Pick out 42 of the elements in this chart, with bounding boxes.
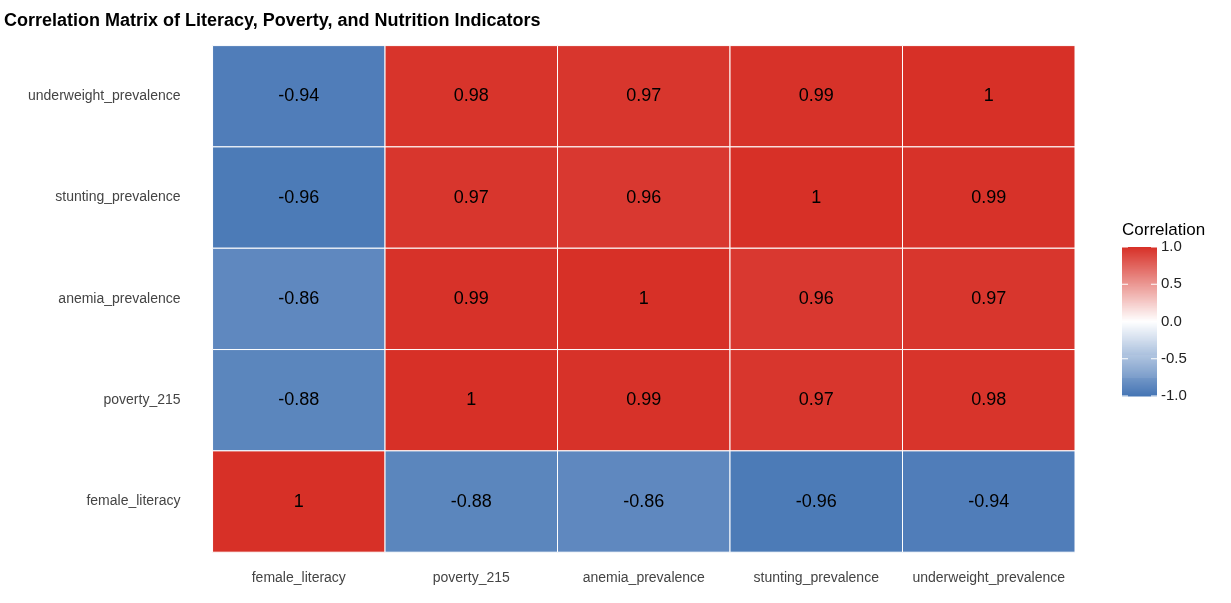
data-label: 0.99 bbox=[971, 186, 1007, 207]
data-label: 0.99 bbox=[626, 389, 662, 410]
x-tick-label: poverty_215 bbox=[432, 569, 511, 586]
data-label: 0.96 bbox=[626, 186, 662, 207]
x-tick-label: female_literacy bbox=[251, 569, 346, 586]
color-bar-label: -1.0 bbox=[1161, 386, 1187, 404]
data-label: 0.97 bbox=[798, 389, 834, 410]
data-label: -0.88 bbox=[450, 490, 492, 511]
data-label: -0.88 bbox=[278, 389, 320, 410]
chart-title: Correlation Matrix of Literacy, Poverty, and Nutrition Indicators bbox=[4, 9, 541, 30]
y-tick-label: stunting_prevalence bbox=[55, 188, 181, 205]
x-tick-label: stunting_prevalence bbox=[753, 569, 880, 586]
data-label: 0.96 bbox=[798, 287, 834, 308]
y-tick-label: underweight_prevalence bbox=[27, 87, 181, 104]
data-label: -0.96 bbox=[795, 490, 837, 511]
y-tick-label: female_literacy bbox=[86, 492, 181, 509]
data-label: -0.96 bbox=[278, 186, 320, 207]
color-bar-label: -0.5 bbox=[1161, 348, 1187, 366]
data-label: -0.94 bbox=[968, 490, 1010, 511]
color-bar-title: Correlation bbox=[1122, 220, 1206, 239]
data-label: -0.86 bbox=[623, 490, 665, 511]
data-label: 0.97 bbox=[626, 85, 662, 106]
data-label: 0.99 bbox=[453, 287, 489, 308]
color-bar-label: 0.5 bbox=[1161, 274, 1182, 292]
data-label: -0.86 bbox=[278, 287, 320, 308]
data-label: 0.99 bbox=[798, 85, 834, 106]
x-tick-label: underweight_prevalence bbox=[912, 569, 1066, 586]
data-label: 1 bbox=[466, 389, 477, 410]
data-label: 1 bbox=[811, 186, 822, 207]
data-label: 1 bbox=[638, 287, 649, 308]
y-tick-label: anemia_prevalence bbox=[58, 289, 181, 306]
data-label: 1 bbox=[983, 85, 994, 106]
x-tick-label: anemia_prevalence bbox=[582, 569, 706, 586]
data-label: -0.94 bbox=[278, 85, 320, 106]
data-label: 0.97 bbox=[453, 186, 489, 207]
data-label: 0.98 bbox=[971, 389, 1007, 410]
data-label: 0.97 bbox=[971, 287, 1007, 308]
color-bar-label: 0.0 bbox=[1161, 311, 1182, 329]
data-label: 1 bbox=[293, 490, 304, 511]
y-tick-label: poverty_215 bbox=[103, 391, 181, 408]
data-label: 0.98 bbox=[453, 85, 489, 106]
color-bar-label: 1.0 bbox=[1161, 237, 1182, 255]
